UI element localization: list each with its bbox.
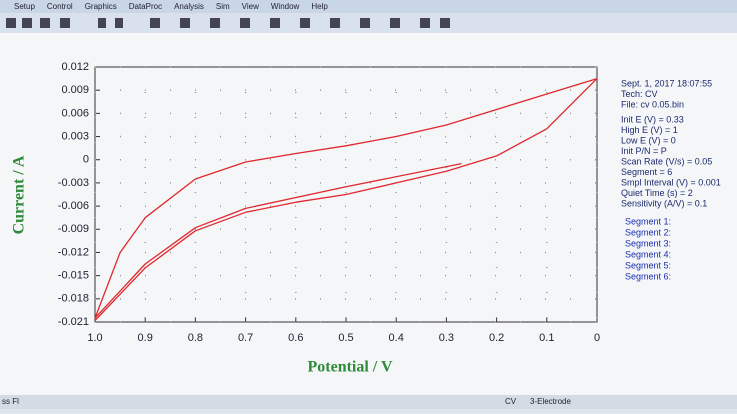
y-tick-label: 0.003 (61, 130, 89, 142)
info-line: Low E (V) = 0 (621, 135, 676, 145)
x-tick-label: 0.3 (439, 332, 454, 344)
status-text: CV (505, 397, 517, 406)
y-tick-label: -0.021 (58, 316, 89, 328)
info-line: High E (V) = 1 (621, 125, 678, 135)
menu-item[interactable]: Setup (14, 2, 35, 11)
chart-window (0, 33, 737, 395)
y-axis-label: Current / A (11, 155, 28, 234)
x-tick-label: 0.5 (338, 332, 353, 344)
y-tick-label: 0.009 (61, 84, 89, 96)
menu-item[interactable]: Control (47, 2, 73, 11)
y-tick-label: -0.012 (58, 246, 89, 258)
x-tick-label: 0.2 (489, 332, 504, 344)
y-tick-label: -0.009 (58, 223, 89, 235)
segment-line: Segment 4: (625, 249, 671, 259)
menu-item[interactable]: View (242, 2, 259, 11)
info-line: Quiet Time (s) = 2 (621, 188, 693, 198)
x-tick-label: 0 (594, 332, 600, 344)
x-tick-label: 0.9 (138, 332, 153, 344)
info-line: Scan Rate (V/s) = 0.05 (621, 156, 712, 166)
y-tick-label: 0.012 (61, 61, 89, 73)
y-tick-label: -0.006 (58, 200, 89, 212)
info-line: Init P/N = P (621, 146, 667, 156)
toolbar-icons (6, 18, 450, 28)
segment-line: Segment 1: (625, 216, 671, 226)
cv-curve (94, 77, 598, 321)
status-text: ss Fl (2, 397, 19, 406)
x-tick-label: 0.1 (539, 332, 554, 344)
x-tick-label: 0.6 (288, 332, 303, 344)
info-line: Segment = 6 (621, 167, 672, 177)
x-tick-label: 0.7 (238, 332, 253, 344)
info-line: Smpl Interval (V) = 0.001 (621, 177, 721, 187)
x-tick-label: 1.0 (87, 332, 102, 344)
y-tick-label: 0.006 (61, 107, 89, 119)
info-line: Tech: CV (621, 89, 658, 99)
status-text: 3-Electrode (530, 397, 571, 406)
menu-item[interactable]: Analysis (174, 2, 204, 11)
segment-line: Segment 2: (625, 227, 671, 237)
x-tick-label: 0.8 (188, 332, 203, 344)
info-line: Init E (V) = 0.33 (621, 114, 684, 124)
menu-item[interactable]: Sim (216, 2, 230, 11)
info-line: File: cv 0.05.bin (621, 99, 684, 109)
y-tick-label: -0.015 (58, 270, 89, 282)
menu-item[interactable]: Help (311, 2, 328, 11)
info-line: Sept. 1, 2017 18:07:55 (621, 78, 712, 88)
menu-item[interactable]: Graphics (85, 2, 117, 11)
status-bar (0, 395, 737, 409)
x-axis-label: Potential / V (307, 359, 392, 376)
segment-line: Segment 6: (625, 271, 671, 281)
segment-line: Segment 3: (625, 238, 671, 248)
y-tick-label: 0 (83, 154, 89, 166)
y-tick-label: -0.018 (58, 293, 89, 305)
menu-bar (0, 0, 737, 13)
segment-line: Segment 5: (625, 260, 671, 270)
menu-item[interactable]: Window (271, 2, 300, 11)
menu-item[interactable]: DataProc (129, 2, 162, 11)
x-tick-label: 0.4 (389, 332, 404, 344)
y-tick-label: -0.003 (58, 177, 89, 189)
info-line: Sensitivity (A/V) = 0.1 (621, 198, 707, 208)
